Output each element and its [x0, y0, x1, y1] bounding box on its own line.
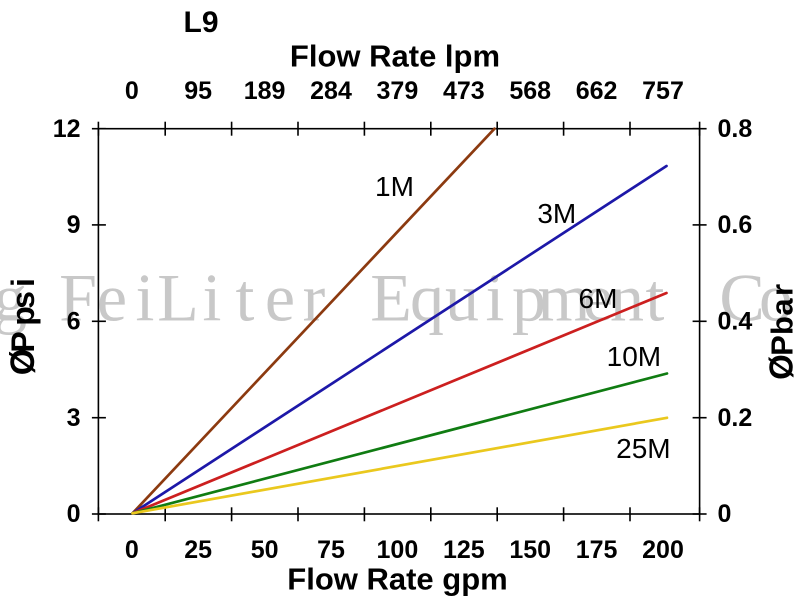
svg-text:568: 568 — [509, 77, 551, 105]
svg-text:473: 473 — [443, 77, 485, 105]
svg-text:0: 0 — [718, 500, 732, 528]
svg-text:0: 0 — [125, 536, 139, 564]
svg-text:0.4: 0.4 — [718, 308, 753, 336]
svg-text:12: 12 — [53, 115, 81, 143]
svg-text:0.6: 0.6 — [718, 211, 753, 239]
svg-text:0: 0 — [125, 77, 139, 105]
svg-text:95: 95 — [184, 77, 212, 105]
svg-text:284: 284 — [310, 77, 352, 105]
svg-text:ØPpsi: ØPpsi — [4, 278, 42, 375]
svg-text:0.8: 0.8 — [718, 115, 753, 143]
svg-text:100: 100 — [377, 536, 419, 564]
svg-text:ØPbar: ØPbar — [762, 284, 799, 380]
svg-text:0: 0 — [67, 500, 81, 528]
svg-text:25M: 25M — [616, 433, 670, 464]
svg-text:379: 379 — [377, 77, 419, 105]
svg-text:9: 9 — [67, 211, 81, 239]
svg-text:6M: 6M — [579, 283, 618, 314]
svg-text:50: 50 — [251, 536, 279, 564]
svg-text:662: 662 — [576, 77, 618, 105]
svg-text:Flow Rate gpm: Flow Rate gpm — [287, 561, 507, 596]
svg-text:150: 150 — [509, 536, 551, 564]
svg-text:25: 25 — [184, 536, 212, 564]
svg-text:6: 6 — [67, 308, 81, 336]
svg-text:Flow Rate lpm: Flow Rate lpm — [290, 39, 500, 74]
svg-text:3: 3 — [67, 404, 81, 432]
svg-text:3M: 3M — [537, 198, 576, 229]
svg-text:0.2: 0.2 — [718, 404, 753, 432]
svg-text:757: 757 — [642, 77, 684, 105]
svg-text:1M: 1M — [375, 171, 414, 202]
svg-text:L9: L9 — [184, 6, 219, 39]
svg-text:10M: 10M — [607, 341, 661, 372]
svg-text:189: 189 — [244, 77, 286, 105]
svg-text:75: 75 — [317, 536, 345, 564]
svg-text:200: 200 — [642, 536, 684, 564]
svg-text:175: 175 — [576, 536, 618, 564]
svg-text:125: 125 — [443, 536, 485, 564]
